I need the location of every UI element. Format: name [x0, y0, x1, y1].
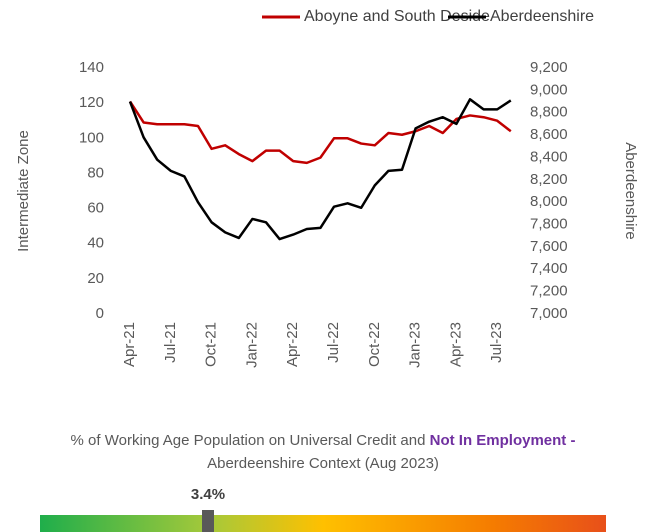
y2-tick-label: 7,400	[530, 260, 568, 277]
gauge-marker	[202, 510, 214, 532]
x-tick-label: Apr-21	[121, 322, 138, 367]
gauge-title-end: Aberdeenshire Context (Aug 2023)	[207, 455, 439, 472]
gauge-title: % of Working Age Population on Universal…	[71, 432, 576, 449]
y-axis-label: Intermediate Zone	[15, 130, 32, 252]
y-tick-label: 60	[87, 200, 104, 217]
x-tick-label: Jul-21	[162, 322, 179, 363]
y2-tick-label: 8,200	[530, 171, 568, 188]
gauge-bar	[40, 515, 606, 532]
x-tick-label: Jul-23	[488, 322, 505, 363]
x-tick-label: Jan-22	[243, 322, 260, 368]
y-tick-label: 20	[87, 270, 104, 287]
x-tick-label: Oct-22	[366, 322, 383, 367]
x-tick-label: Apr-22	[284, 322, 301, 367]
y-tick-label: 0	[96, 305, 104, 322]
y-tick-label: 40	[87, 235, 104, 252]
x-tick-label: Oct-21	[203, 322, 220, 367]
x-tick-label: Jul-22	[325, 322, 342, 363]
y2-tick-label: 9,200	[530, 59, 568, 76]
y2-tick-label: 7,600	[530, 238, 568, 255]
legend-label: Aberdeenshire	[490, 8, 594, 25]
y2-axis-label: Aberdeenshire	[622, 142, 639, 240]
y2-tick-label: 8,800	[530, 104, 568, 121]
y-tick-label: 120	[79, 94, 104, 111]
y2-tick-label: 8,400	[530, 148, 568, 165]
y2-tick-label: 7,200	[530, 283, 568, 300]
series-line	[128, 100, 512, 165]
y-tick-label: 80	[87, 164, 104, 181]
y2-tick-label: 7,800	[530, 216, 568, 233]
y-tick-label: 140	[79, 59, 104, 76]
y2-tick-label: 8,600	[530, 126, 568, 143]
series-line	[128, 98, 512, 241]
y2-tick-label: 8,000	[530, 193, 568, 210]
gauge-value-label: 3.4%	[191, 486, 225, 503]
x-tick-label: Apr-23	[447, 322, 464, 367]
y2-tick-label: 7,000	[530, 305, 568, 322]
x-tick-label: Jan-23	[407, 322, 424, 368]
y2-tick-label: 9,000	[530, 81, 568, 98]
y-tick-label: 100	[79, 129, 104, 146]
gauge-title-part: % of Working Age Population on Universal…	[71, 432, 430, 449]
legend-label: Aboyne and South Deside	[304, 8, 490, 25]
gauge-title-part: Not In Employment -	[430, 432, 576, 449]
